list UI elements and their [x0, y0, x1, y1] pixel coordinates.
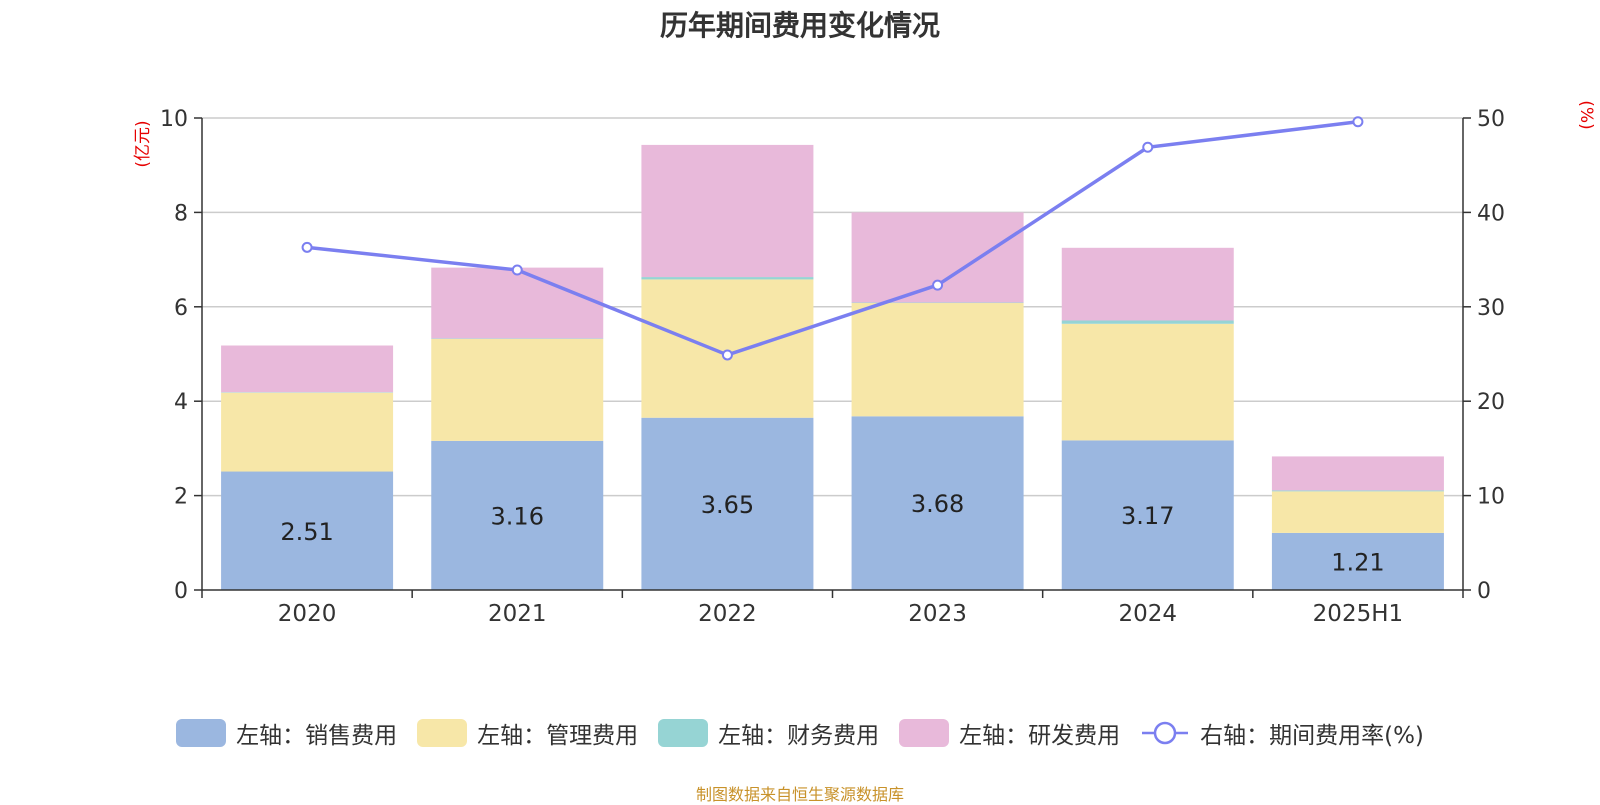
- bar-segment: [221, 346, 393, 393]
- bar-segment: [641, 279, 813, 417]
- left-axis-tick-label: 10: [160, 107, 188, 132]
- legend-label: 左轴：财务费用: [718, 716, 879, 750]
- chart-plot: 0 2 4 6 8 10 0 10 20 30 40 50 2020 2021 2022 2023 2024 20…: [0, 0, 1600, 700]
- legend-item[interactable]: 右轴：期间费用率(%): [1140, 716, 1424, 750]
- legend-item[interactable]: 左轴：管理费用: [417, 716, 638, 750]
- legend-item[interactable]: 左轴：研发费用: [899, 716, 1120, 750]
- legend-item[interactable]: 左轴：财务费用: [658, 716, 879, 750]
- bar-data-label: 2.51: [280, 518, 333, 546]
- x-axis-tick-label: 2021: [488, 601, 547, 627]
- legend-item[interactable]: 左轴：销售费用: [176, 716, 397, 750]
- x-axis-tick-label: 2020: [278, 601, 337, 627]
- left-axis-tick-label: 0: [174, 579, 188, 604]
- bar-segment: [1272, 490, 1444, 491]
- legend: 左轴：销售费用 左轴：管理费用 左轴：财务费用 左轴：研发费用 右轴：期间费用率(%): [0, 716, 1600, 750]
- rate-point: [1353, 117, 1362, 126]
- bar-data-label: 3.65: [701, 491, 754, 519]
- right-axis-tick-label: 30: [1477, 296, 1505, 321]
- rate-point: [723, 350, 732, 359]
- legend-swatch: [176, 719, 226, 747]
- legend-swatch: [899, 719, 949, 747]
- bar-segment: [431, 268, 603, 339]
- bar-data-label: 3.68: [911, 490, 964, 518]
- right-axis-tick-label: 0: [1477, 579, 1491, 604]
- legend-line-marker-icon: [1140, 719, 1190, 747]
- left-axis-tick-label: 8: [174, 201, 188, 226]
- source-footer: 制图数据来自恒生聚源数据库: [0, 781, 1600, 805]
- bar-segment: [852, 303, 1024, 416]
- left-axis-unit: (亿元): [133, 120, 153, 167]
- legend-swatch: [658, 719, 708, 747]
- bar-segment: [221, 393, 393, 472]
- bar-segment: [1062, 248, 1234, 321]
- left-axis-tick-label: 6: [174, 296, 188, 321]
- bar-segment: [1062, 324, 1234, 441]
- legend-label: 右轴：期间费用率(%): [1200, 716, 1424, 750]
- right-axis-tick-label: 40: [1477, 201, 1505, 226]
- legend-swatch: [417, 719, 467, 747]
- bar-segment: [1272, 491, 1444, 533]
- left-axis-tick-label: 2: [174, 485, 188, 510]
- bar-segment: [1272, 456, 1444, 490]
- rate-point: [303, 243, 312, 252]
- bar-data-label: 3.16: [491, 502, 544, 530]
- left-axis-tick-label: 4: [174, 390, 188, 415]
- bar-segment: [431, 339, 603, 441]
- rate-point: [933, 281, 942, 290]
- legend-label: 左轴：管理费用: [477, 716, 638, 750]
- x-axis-tick-label: 2025H1: [1313, 601, 1403, 627]
- x-axis-tick-label: 2022: [698, 601, 757, 627]
- bar-segment: [1062, 320, 1234, 323]
- x-axis-tick-label: 2024: [1118, 601, 1177, 627]
- x-axis-tick-label: 2023: [908, 601, 967, 627]
- right-axis-tick-label: 10: [1477, 485, 1505, 510]
- right-axis-tick-label: 50: [1477, 107, 1505, 132]
- right-axis-tick-label: 20: [1477, 390, 1505, 415]
- legend-label: 左轴：销售费用: [236, 716, 397, 750]
- bar-segment: [641, 145, 813, 277]
- right-axis-unit: (%): [1576, 100, 1596, 129]
- legend-label: 左轴：研发费用: [959, 716, 1120, 750]
- rate-point: [1143, 143, 1152, 152]
- bar-data-label: 3.17: [1121, 502, 1174, 530]
- bar-segment: [641, 277, 813, 279]
- bar-data-label: 1.21: [1331, 548, 1384, 576]
- rate-point: [513, 265, 522, 274]
